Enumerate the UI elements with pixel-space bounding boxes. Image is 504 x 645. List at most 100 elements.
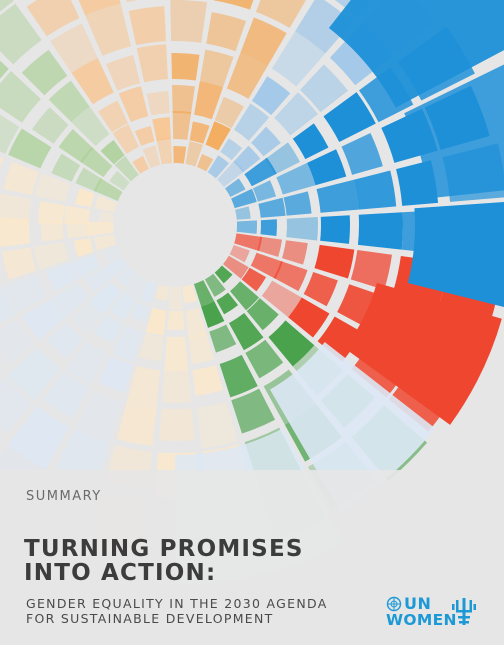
subtitle: GENDER EQUALITY IN THE 2030 AGENDA FOR S… xyxy=(26,596,328,626)
radial-segment xyxy=(231,188,257,209)
radial-segment xyxy=(64,205,91,224)
radial-segment xyxy=(65,341,107,386)
subtitle-line-2: FOR SUSTAINABLE DEVELOPMENT xyxy=(26,611,274,626)
radial-segment xyxy=(7,347,60,401)
outer-wedge-blue-1 xyxy=(328,0,504,108)
radial-segment xyxy=(268,320,315,367)
radial-segment xyxy=(145,307,167,336)
radial-segment xyxy=(111,325,143,362)
radial-segment xyxy=(35,173,71,203)
radial-segment xyxy=(93,314,123,344)
radial-segment xyxy=(314,244,355,279)
radial-segment xyxy=(109,293,135,321)
radial-segment xyxy=(139,333,164,362)
radial-segment xyxy=(118,86,149,123)
radial-segment xyxy=(167,310,185,330)
radial-segment xyxy=(246,298,279,331)
radial-segment xyxy=(51,153,81,182)
radial-segment xyxy=(323,92,376,143)
radial-segment xyxy=(229,244,250,263)
radial-segment xyxy=(350,249,392,290)
radial-segment xyxy=(281,240,308,265)
radial-segment xyxy=(245,339,284,379)
radial-segment xyxy=(46,262,78,292)
radial-segment xyxy=(170,0,208,43)
radial-segment xyxy=(207,155,230,179)
radial-segment xyxy=(8,128,52,169)
radial-segment xyxy=(46,322,84,360)
radial-segment xyxy=(295,0,353,54)
radial-segment xyxy=(8,406,69,470)
radial-segment xyxy=(357,212,403,250)
radial-segment xyxy=(233,145,261,173)
radial-segment xyxy=(0,319,35,365)
radial-segment xyxy=(90,282,122,314)
radial-segment xyxy=(75,188,95,208)
radial-segment xyxy=(0,193,32,223)
radial-segment xyxy=(199,49,234,88)
radial-segment xyxy=(271,31,326,87)
radial-segment xyxy=(74,238,94,257)
radial-segment xyxy=(80,146,113,178)
radial-segment xyxy=(155,284,169,301)
radial-segment xyxy=(231,388,276,434)
radial-segment xyxy=(205,121,231,151)
radial-segment xyxy=(219,354,258,398)
radial-segment xyxy=(0,438,3,443)
radial-segment xyxy=(84,269,110,293)
radial-segment xyxy=(71,106,110,147)
radial-segment xyxy=(114,156,139,182)
radial-segment xyxy=(226,52,268,99)
radial-segment xyxy=(99,211,114,225)
page-title: TURNING PROMISES INTO ACTION: xyxy=(24,537,304,585)
radial-segment xyxy=(33,242,69,270)
subtitle-line-1: GENDER EQUALITY IN THE 2030 AGENDA xyxy=(26,596,328,611)
radial-segment xyxy=(116,402,157,446)
radial-segment xyxy=(3,161,39,196)
radial-segment xyxy=(161,370,192,404)
radial-segment xyxy=(320,215,350,244)
radial-segment xyxy=(134,125,155,146)
radial-segment xyxy=(261,280,302,318)
radial-segment xyxy=(2,247,37,280)
radial-segment xyxy=(128,6,167,46)
un-women-logo[interactable]: UN WOMEN xyxy=(386,594,482,630)
radial-segment xyxy=(196,401,238,449)
radial-segment xyxy=(94,195,118,213)
radial-segment xyxy=(164,336,189,372)
radial-segment xyxy=(220,138,243,161)
radial-segment xyxy=(156,137,172,165)
radial-segment xyxy=(235,206,251,220)
radial-segment xyxy=(303,272,338,307)
radial-segment xyxy=(0,376,33,434)
center-disc xyxy=(117,167,233,283)
outer-wedge-blue-3 xyxy=(407,201,504,308)
radial-segment xyxy=(50,23,98,73)
radial-segment xyxy=(276,162,316,195)
radial-segment xyxy=(201,301,225,328)
logo-women-text: WOMEN xyxy=(386,611,457,629)
radial-segment xyxy=(93,234,117,251)
radial-segment xyxy=(74,390,122,444)
radial-segment xyxy=(138,280,158,304)
radial-segment xyxy=(48,80,90,123)
radial-segment xyxy=(228,313,264,351)
radial-segment xyxy=(273,261,308,292)
logo-un-text: UN xyxy=(404,594,432,613)
radial-segment xyxy=(258,197,286,218)
radial-segment xyxy=(126,0,139,3)
radial-segment xyxy=(189,121,210,144)
radial-segment xyxy=(193,280,216,309)
radial-segment xyxy=(67,220,90,239)
radial-segment xyxy=(0,60,9,79)
radial-segment xyxy=(172,84,195,115)
radial-segment xyxy=(250,252,283,279)
radial-segment xyxy=(78,0,121,16)
summary-label: SUMMARY xyxy=(26,489,102,504)
radial-segment xyxy=(97,100,129,133)
radial-segment xyxy=(244,157,277,187)
radial-segment xyxy=(0,0,14,12)
radial-segment xyxy=(121,274,147,303)
radial-segment xyxy=(126,365,161,409)
radial-segment xyxy=(1,274,48,315)
